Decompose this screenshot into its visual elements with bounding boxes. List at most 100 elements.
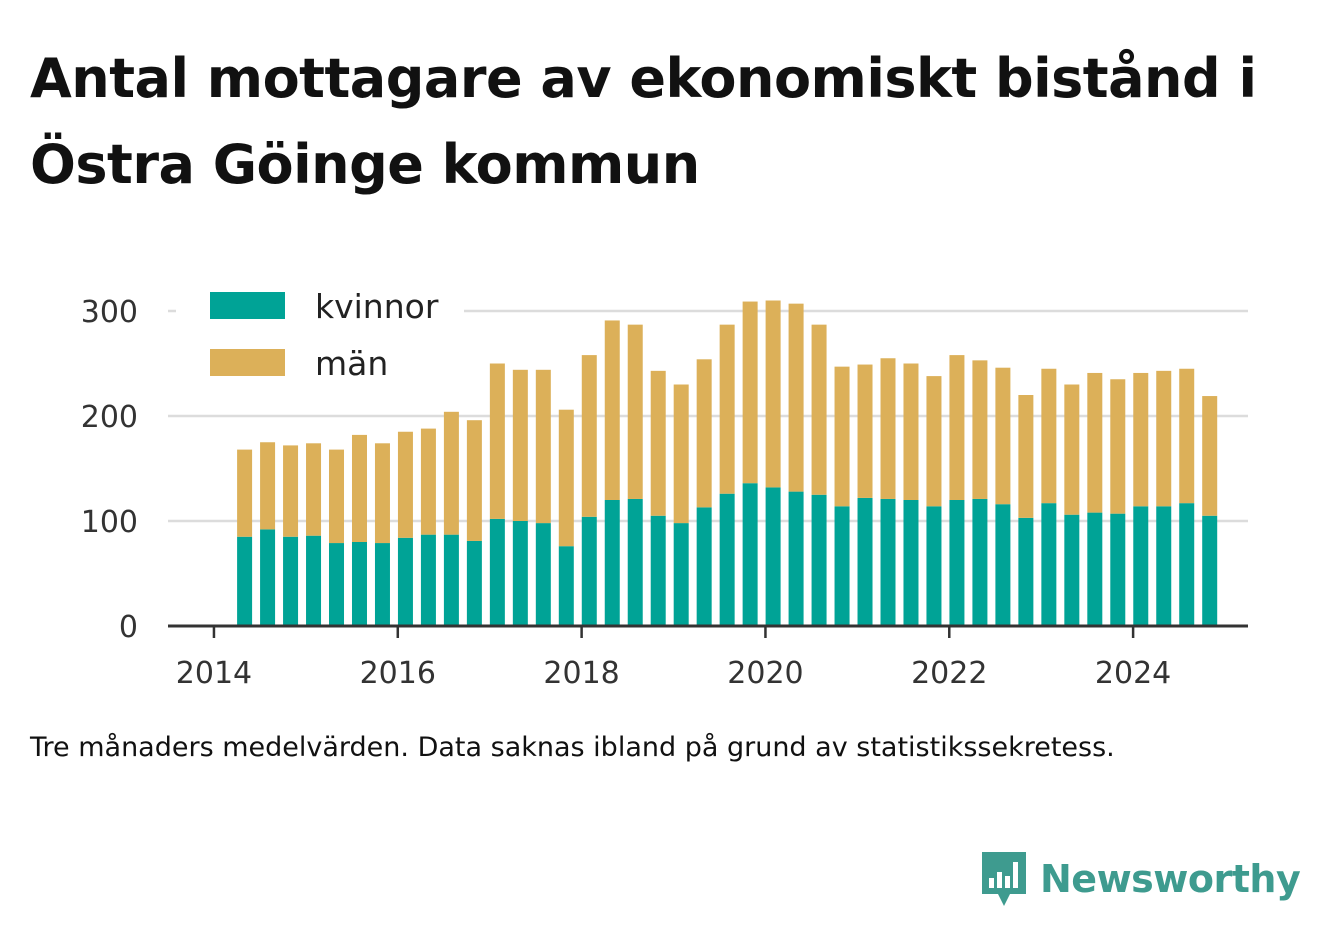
bar-man (949, 355, 965, 500)
bar-man (351, 434, 367, 542)
x-tick-label: 2014 (176, 656, 252, 691)
bar-man (1087, 372, 1103, 513)
bar-kvinnor (420, 534, 436, 626)
bar-kvinnor (397, 537, 413, 626)
bar-man (443, 411, 459, 535)
bar-man (306, 443, 322, 536)
bar-man (1156, 370, 1172, 507)
bar-kvinnor (673, 523, 689, 626)
bar-kvinnor (834, 506, 850, 626)
bar-kvinnor (535, 523, 551, 626)
bar-kvinnor (443, 534, 459, 626)
bar-man (374, 443, 390, 544)
bar-man (650, 370, 666, 516)
bar-kvinnor (512, 521, 528, 626)
bar-kvinnor (604, 500, 620, 626)
bar-kvinnor (903, 500, 919, 626)
bar-man (926, 376, 942, 507)
bar-kvinnor (329, 543, 345, 626)
bar-man (329, 449, 345, 544)
brand-name: Newsworthy (1040, 857, 1301, 901)
y-tick-label: 0 (119, 610, 138, 645)
bar-man (1133, 372, 1149, 507)
x-tick-label: 2018 (543, 656, 619, 691)
bar-kvinnor (765, 487, 781, 626)
bar-man (283, 445, 299, 537)
bar-man (696, 359, 712, 508)
bar-man (1179, 368, 1195, 504)
bar-man (604, 320, 620, 500)
bar-man (995, 367, 1011, 505)
y-tick-label: 200 (81, 400, 138, 435)
chart-title: Antal mottagare av ekonomiskt bistånd i … (30, 47, 1257, 196)
legend: kvinnor män (176, 280, 464, 390)
bar-kvinnor (1156, 506, 1172, 626)
bar-man (535, 369, 551, 524)
bar-man (880, 358, 896, 499)
bar-kvinnor (949, 500, 965, 626)
x-tick-label: 2024 (1095, 656, 1171, 691)
bar-man (237, 449, 253, 537)
x-tick-label: 2020 (727, 656, 803, 691)
bar-man (1018, 395, 1034, 518)
bar-kvinnor (466, 540, 482, 626)
bar-kvinnor (926, 506, 942, 626)
bar-kvinnor (283, 536, 299, 626)
bar-kvinnor (1018, 517, 1034, 626)
legend-swatch (210, 292, 285, 319)
bar-kvinnor (1133, 506, 1149, 626)
bar-man (1064, 384, 1080, 515)
bar-man (558, 409, 574, 547)
bar-kvinnor (719, 493, 735, 626)
bar-man (1202, 396, 1218, 516)
y-tick-label: 100 (81, 505, 138, 540)
bar-kvinnor (260, 529, 276, 626)
x-axis: 2014 2016 2018 2020 2022 2024 (168, 624, 1248, 691)
legend-label: kvinnor (315, 287, 439, 326)
footnote: Tre månaders medelvärden. Data saknas ib… (30, 732, 1115, 763)
brand-logo: Newsworthy (980, 850, 1301, 908)
bar-man (581, 355, 597, 517)
bar-man (466, 420, 482, 541)
bar-kvinnor (1041, 503, 1057, 626)
bar-man (972, 360, 988, 499)
bar-kvinnor (306, 535, 322, 626)
y-tick-label: 300 (81, 295, 138, 330)
bar-man (1110, 379, 1126, 514)
bar-kvinnor (581, 516, 597, 626)
bar-chart-speech-bubble-icon (982, 852, 1026, 906)
bar-man (788, 303, 804, 492)
bar-man (489, 363, 505, 519)
bar-kvinnor (351, 542, 367, 626)
bar-man (903, 363, 919, 500)
bar-kvinnor (1110, 513, 1126, 626)
bar-kvinnor (1179, 503, 1195, 626)
legend-label: män (315, 344, 388, 383)
bar-kvinnor (995, 504, 1011, 626)
bar-kvinnor (374, 543, 390, 626)
bar-man (811, 324, 827, 495)
bar-man (857, 364, 873, 498)
bar-man (512, 369, 528, 521)
x-tick-label: 2022 (911, 656, 987, 691)
bar-kvinnor (1064, 514, 1080, 626)
bar-man (1041, 368, 1057, 504)
bar-man (673, 384, 689, 524)
bar-kvinnor (696, 507, 712, 626)
bar-man (260, 442, 276, 530)
bar-kvinnor (489, 518, 505, 626)
bar-kvinnor (237, 536, 253, 626)
bar-man (765, 300, 781, 488)
bar-kvinnor (788, 491, 804, 626)
stacked-bar-chart: 0 100 200 300 2014 2016 2018 2020 2022 2024 kvin… (80, 280, 1248, 691)
x-tick-label: 2016 (360, 656, 436, 691)
bar-kvinnor (880, 498, 896, 626)
bar-man (742, 301, 758, 484)
bar-man (397, 431, 413, 538)
bar-man (627, 324, 643, 499)
bar-kvinnor (742, 483, 758, 626)
bar-kvinnor (1087, 512, 1103, 626)
bar-man (719, 324, 735, 494)
bar-kvinnor (972, 498, 988, 626)
bar-man (420, 428, 436, 535)
